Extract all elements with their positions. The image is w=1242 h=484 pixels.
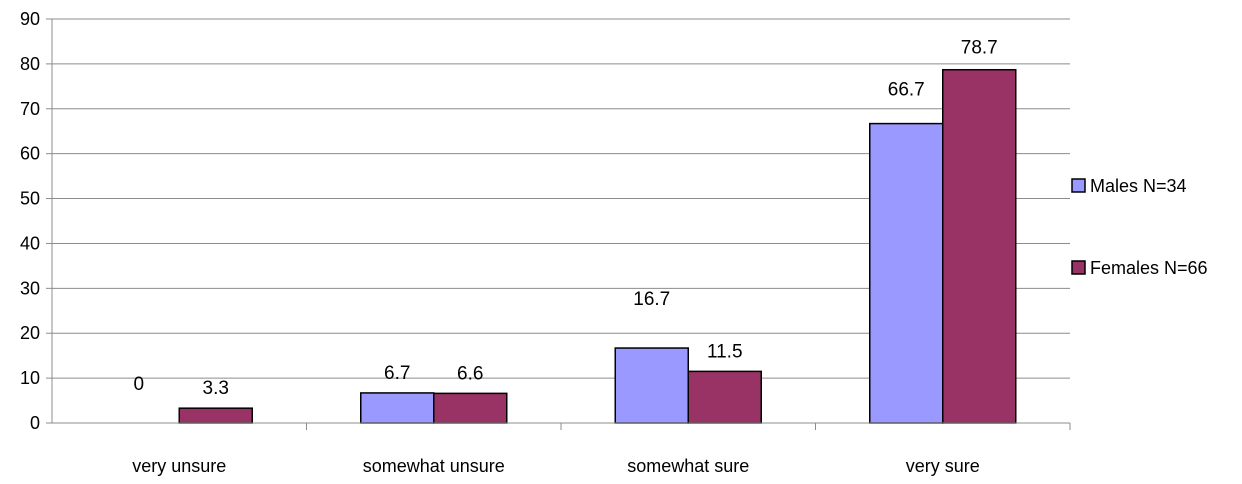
- data-labels: 0 3.3 6.7 6.6 16.7 11.5 66.7 78.7: [133, 38, 997, 399]
- gridlines: [52, 18, 1070, 379]
- bar-males-somewhat-unsure: [360, 392, 435, 424]
- data-label: 66.7: [888, 80, 925, 101]
- data-label: 0: [133, 374, 144, 395]
- bar-females-very-sure: [942, 68, 1017, 424]
- y-tick-label: 30: [20, 278, 40, 298]
- bar-females-somewhat-sure: [687, 370, 762, 424]
- legend-label-females: Females N=66: [1090, 258, 1208, 278]
- data-label: 3.3: [203, 378, 229, 399]
- y-tick-label: 0: [30, 413, 40, 433]
- bar-males-somewhat-sure: [614, 347, 689, 424]
- data-label: 11.5: [707, 341, 743, 362]
- y-tick-label: 70: [20, 99, 40, 119]
- y-tick-label: 40: [20, 233, 40, 253]
- legend: Males N=34 Females N=66: [1071, 176, 1208, 278]
- y-tick-label: 10: [20, 368, 40, 388]
- y-tick-label: 80: [20, 54, 40, 74]
- data-label: 6.6: [457, 363, 483, 384]
- x-category-label: very unsure: [132, 456, 226, 476]
- y-axis-tick-labels: 0 10 20 30 40 50 60 70 80 90: [20, 9, 40, 433]
- legend-swatch-females: [1071, 260, 1086, 275]
- x-category-label: somewhat unsure: [363, 456, 505, 476]
- x-category-label: somewhat sure: [627, 456, 749, 476]
- x-axis-category-labels: very unsure somewhat unsure somewhat sure v…: [132, 456, 980, 476]
- data-label: 6.7: [384, 363, 410, 384]
- y-tick-label: 90: [20, 9, 40, 29]
- axes: [46, 18, 1071, 430]
- bar-males-very-sure: [869, 122, 944, 424]
- y-tick-label: 20: [20, 323, 40, 343]
- x-category-label: very sure: [906, 456, 980, 476]
- y-tick-label: 50: [20, 189, 40, 209]
- legend-swatch-males: [1071, 178, 1086, 193]
- bar-females-somewhat-unsure: [433, 392, 508, 424]
- bar-females-very-unsure: [178, 407, 253, 424]
- y-tick-label: 60: [20, 144, 40, 164]
- legend-label-males: Males N=34: [1090, 176, 1187, 196]
- data-label: 16.7: [633, 289, 670, 310]
- bars: [178, 68, 1017, 424]
- data-label: 78.7: [961, 38, 998, 59]
